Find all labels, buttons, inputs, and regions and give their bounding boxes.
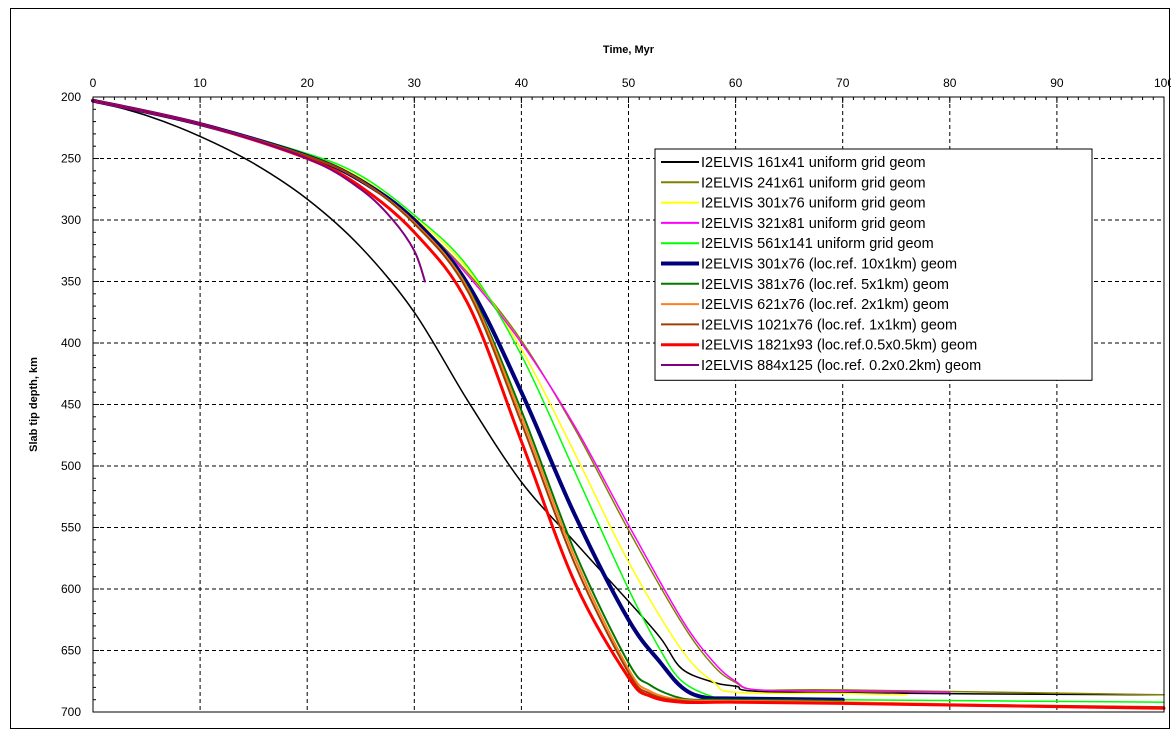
y-tick-label: 400 bbox=[61, 336, 81, 350]
x-axis-title: Time, Myr bbox=[603, 44, 655, 56]
legend-label-6: I2ELVIS 301x76 (loc.ref. 10x1km) geom bbox=[701, 257, 957, 273]
legend-label-11: I2ELVIS 884x125 (loc.ref. 0.2x0.2km) geo… bbox=[701, 358, 981, 374]
y-tick-label: 250 bbox=[61, 152, 81, 166]
tick-labels: 0 10 20 30 40 50 60 70 80 90 100 200 250 300 350 400 450… bbox=[61, 76, 1171, 719]
x-tick-label: 0 bbox=[90, 76, 97, 90]
x-tick-label: 100 bbox=[1154, 76, 1171, 90]
x-tick-label: 20 bbox=[301, 76, 315, 90]
legend-label-9: I2ELVIS 1021x76 (loc.ref. 1x1km) geom bbox=[701, 317, 957, 333]
series-lines bbox=[91, 98, 1166, 710]
series-line-1 bbox=[92, 99, 1165, 696]
y-tick-label: 300 bbox=[61, 213, 81, 227]
x-tick-label: 90 bbox=[1050, 76, 1064, 90]
x-tick-label: 30 bbox=[408, 76, 422, 90]
x-tick-label: 50 bbox=[622, 76, 636, 90]
y-tick-label: 550 bbox=[61, 521, 81, 535]
x-tick-label: 60 bbox=[729, 76, 743, 90]
legend-label-5: I2ELVIS 561x141 uniform grid geom bbox=[701, 236, 934, 252]
x-tick-label: 10 bbox=[193, 76, 207, 90]
y-tick-label: 650 bbox=[61, 644, 81, 658]
legend: I2ELVIS 161x41 uniform grid geom I2ELVIS … bbox=[654, 148, 1093, 381]
y-axis-title: Slab tip depth, km bbox=[28, 357, 40, 452]
legend-box bbox=[654, 148, 1093, 381]
y-tick-label: 450 bbox=[61, 398, 81, 412]
legend-label-4: I2ELVIS 321x81 uniform grid geom bbox=[701, 216, 926, 232]
plot-border bbox=[92, 96, 1165, 713]
chart-frame: 0 10 20 30 40 50 60 70 80 90 100 200 250 300 350 400 450… bbox=[10, 8, 1171, 729]
x-tick-label: 40 bbox=[515, 76, 529, 90]
x-tick-label: 70 bbox=[836, 76, 850, 90]
series-line-11 bbox=[92, 99, 426, 283]
legend-label-8: I2ELVIS 621x76 (loc.ref. 2x1km) geom bbox=[701, 297, 949, 313]
grid bbox=[93, 97, 1164, 712]
legend-label-3: I2ELVIS 301x76 uniform grid geom bbox=[701, 196, 926, 212]
y-tick-label: 350 bbox=[61, 275, 81, 289]
legend-label-10: I2ELVIS 1821x93 (loc.ref.0.5x0.5km) geom bbox=[701, 338, 977, 354]
legend-label-1: I2ELVIS 161x41 uniform grid geom bbox=[701, 155, 926, 171]
slab-depth-chart: 0 10 20 30 40 50 60 70 80 90 100 200 250 300 350 400 450… bbox=[28, 44, 1171, 719]
legend-label-7: I2ELVIS 381x76 (loc.ref. 5x1km) geom bbox=[701, 277, 949, 293]
y-tick-label: 700 bbox=[61, 705, 81, 719]
x-tick-label: 80 bbox=[943, 76, 957, 90]
y-tick-label: 200 bbox=[61, 90, 81, 104]
y-tick-label: 500 bbox=[61, 459, 81, 473]
y-tick-label: 600 bbox=[61, 582, 81, 596]
legend-label-2: I2ELVIS 241x61 uniform grid geom bbox=[701, 175, 926, 191]
